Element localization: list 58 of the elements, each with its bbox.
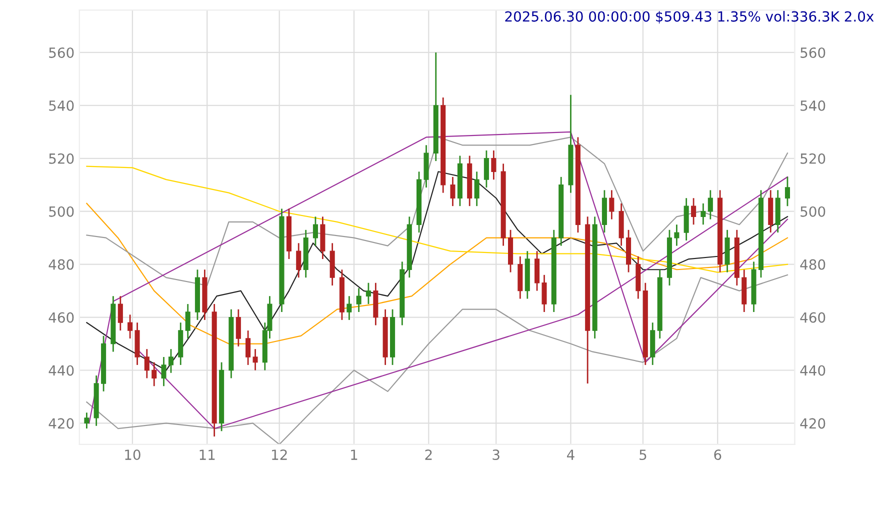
candlestick — [784, 176, 790, 207]
x-tick-label: 5 — [640, 450, 646, 460]
y-tick-label: 440 — [48, 365, 74, 376]
x-tick-label: 10 — [125, 450, 140, 460]
y-tick-label: 560 — [49, 47, 74, 58]
y-tick-label: 520 — [49, 153, 74, 164]
y-tick-label: 460 — [48, 312, 74, 323]
x-tick-label: 12 — [272, 450, 287, 460]
y2-tick-label: 460 — [800, 312, 826, 323]
x-tick-label: 3 — [492, 450, 500, 460]
y-tick-label: 420 — [48, 418, 74, 429]
candlestick — [356, 287, 362, 313]
candlestick — [450, 176, 456, 207]
y2-tick-label: 480 — [800, 259, 826, 270]
x-tick-label: 11 — [200, 450, 215, 460]
candlestick — [346, 295, 352, 321]
candlestick — [118, 295, 123, 332]
line-series — [86, 166, 788, 273]
candlestick — [534, 250, 540, 292]
candlestick — [609, 189, 614, 220]
y2-tick-label: 440 — [800, 365, 826, 376]
y2-tick-label: 520 — [800, 153, 826, 164]
candlestick — [152, 362, 157, 387]
y2-tick-label: 420 — [800, 418, 826, 429]
y-tick-label: 540 — [49, 100, 74, 111]
candlestick — [84, 412, 90, 430]
x-tick-label: 6 — [714, 450, 722, 460]
x-tick-label: 1 — [351, 450, 358, 460]
candlestick — [708, 189, 713, 220]
candlestick — [168, 348, 174, 374]
candlestick — [144, 348, 150, 379]
y-tick-label: 500 — [49, 206, 74, 217]
candlestick — [484, 150, 489, 188]
y-tick-label: 480 — [48, 259, 74, 270]
candlestick — [246, 330, 251, 366]
y2-tick-label: 500 — [800, 206, 826, 217]
candlestick — [691, 197, 696, 226]
candlestick — [128, 314, 133, 340]
y2-tick-label: 560 — [800, 47, 826, 58]
candlestick — [474, 170, 480, 207]
candlestick — [491, 150, 496, 180]
candlestick — [542, 274, 547, 313]
x-tick-label: 4 — [567, 450, 574, 460]
candlestick — [185, 303, 190, 340]
candlestick — [312, 216, 318, 246]
candlestick — [674, 224, 680, 246]
candlestick — [252, 348, 258, 371]
candlestick — [700, 202, 706, 226]
line-series — [86, 274, 788, 444]
x-tick-label: 2 — [425, 450, 432, 460]
line-series — [86, 202, 788, 344]
candlestick — [296, 242, 302, 278]
candlestick — [236, 308, 241, 348]
candlestick — [161, 356, 166, 387]
candlestick — [366, 282, 371, 305]
y2-tick-label: 540 — [800, 100, 826, 111]
line-series — [86, 136, 788, 286]
chart-title: 2025.06.30 00:00:00 $509.43 1.35% vol:336.3K 2.0x — [505, 10, 874, 24]
